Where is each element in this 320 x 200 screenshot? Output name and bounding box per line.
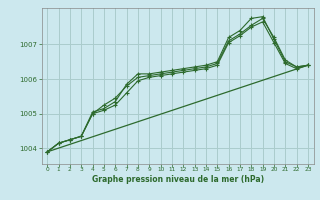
X-axis label: Graphe pression niveau de la mer (hPa): Graphe pression niveau de la mer (hPa) — [92, 175, 264, 184]
